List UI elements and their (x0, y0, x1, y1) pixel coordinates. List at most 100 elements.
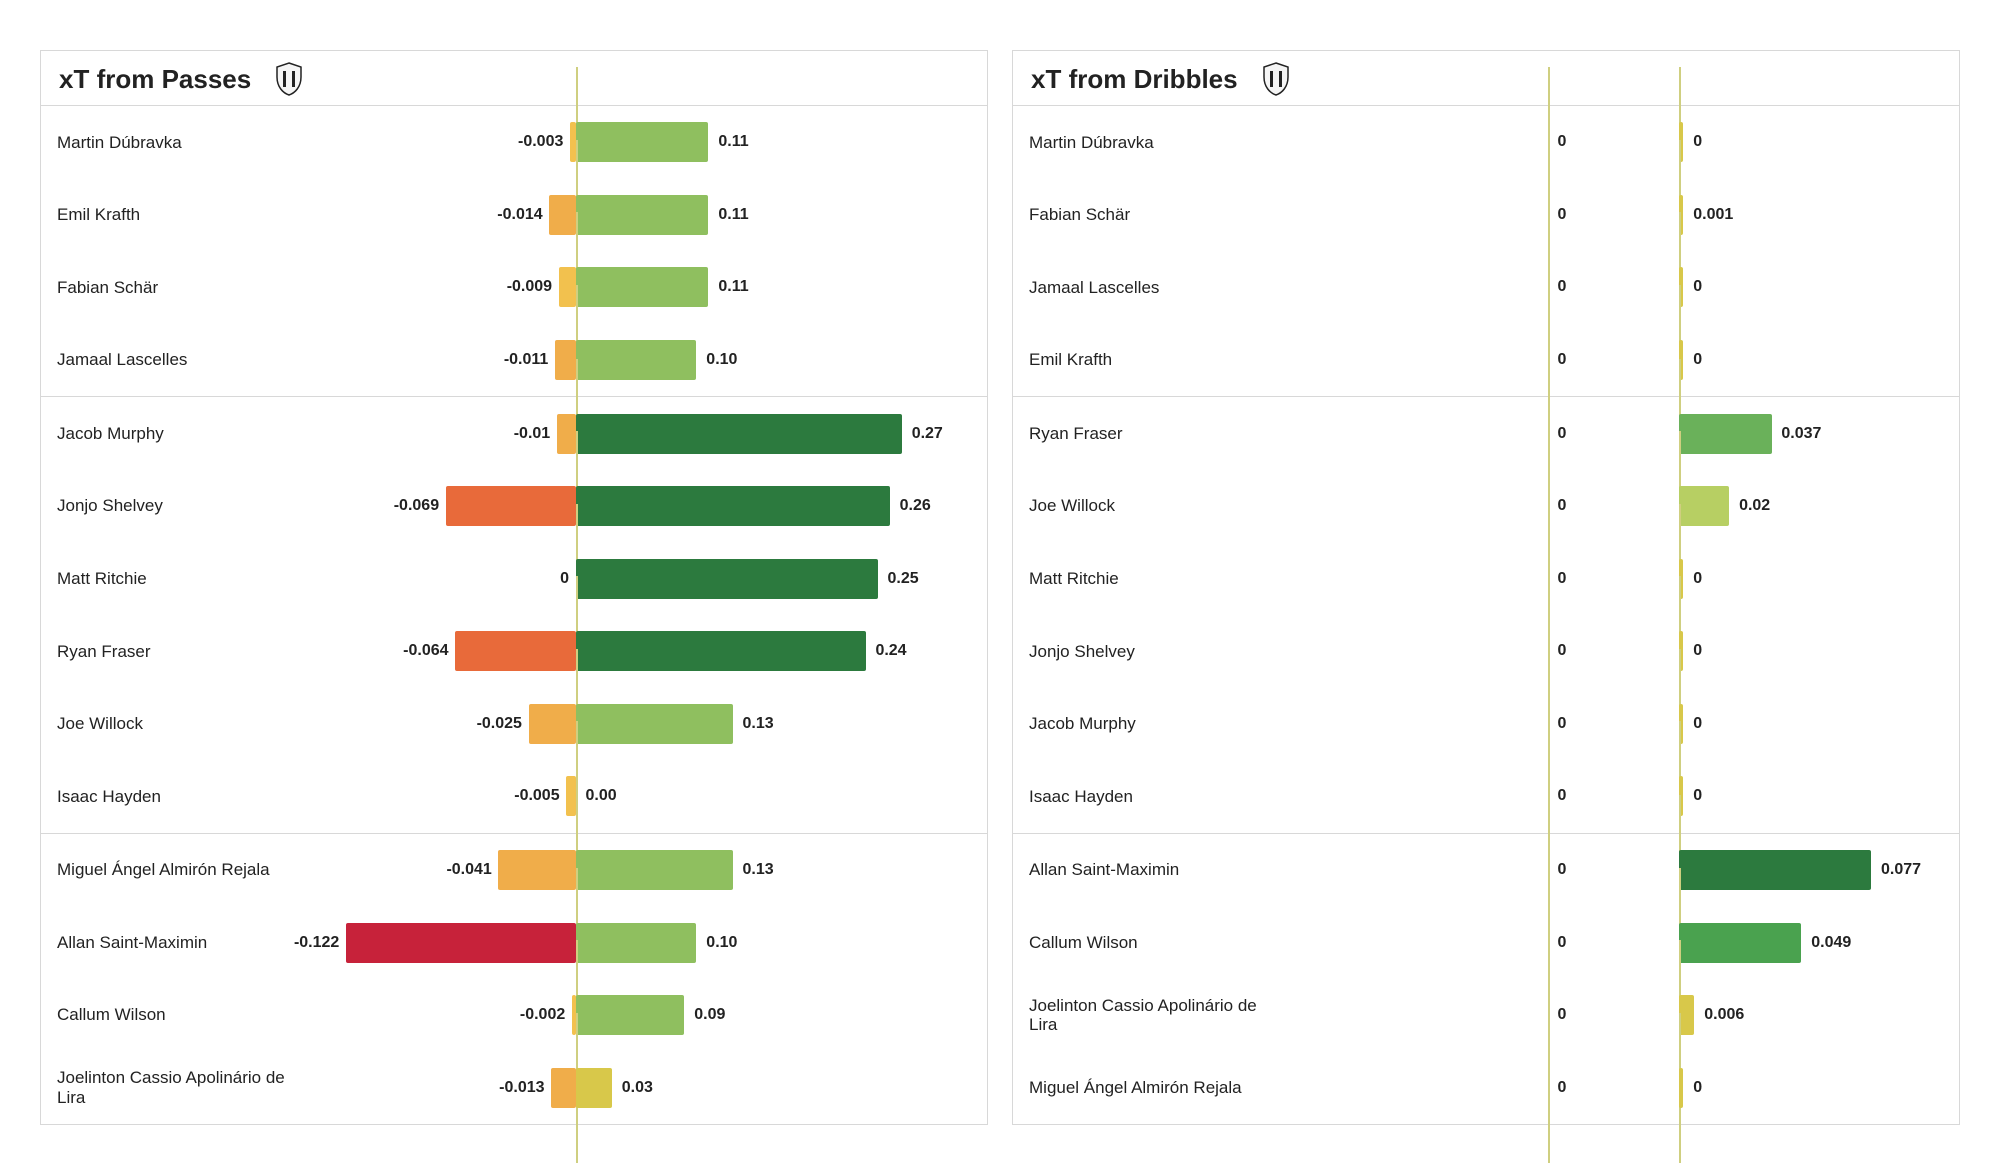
panel-passes: xT from Passes Martin Dúbravka-0.0030.11… (40, 50, 988, 1125)
player-name: Isaac Hayden (57, 787, 312, 807)
pos-value-label: 0.11 (718, 206, 748, 224)
player-name: Emil Krafth (1029, 350, 1284, 370)
player-name: Matt Ritchie (1029, 569, 1284, 589)
player-name: Jacob Murphy (1029, 714, 1284, 734)
neg-zero-label: 0 (1557, 787, 1566, 805)
pos-value-label: 0.03 (622, 1079, 653, 1097)
chart-area: -0.0110.10 (312, 335, 971, 385)
chart-area: -0.041 0.13 (312, 845, 971, 895)
chart-area: -0.014 0.11 (312, 190, 971, 240)
pos-value-label: 0.11 (718, 133, 748, 151)
pos-bar (1679, 995, 1694, 1035)
player-name: Jamaal Lascelles (57, 350, 312, 370)
chart-area: -0.0130.03 (312, 1063, 971, 1113)
neg-value-label: -0.011 (504, 351, 548, 369)
player-name: Joelinton Cassio Apolinário de Lira (1029, 996, 1284, 1035)
pos-bar (576, 340, 697, 380)
pos-value-label: 0.00 (585, 787, 616, 805)
pos-value-label: 0.077 (1881, 861, 1921, 879)
pos-value-label: 0 (1693, 351, 1702, 369)
pass-row: Allan Saint-Maximin-0.1220.10 (41, 906, 987, 979)
neg-bar (455, 631, 576, 671)
neg-zero-label: 0 (1557, 133, 1566, 151)
player-name: Martin Dúbravka (1029, 133, 1284, 153)
panel-dribbles: xT from Dribbles Martin Dúbravka00Fabian… (1012, 50, 1960, 1125)
chart-area: 00 (1284, 1063, 1943, 1113)
dribble-row: Miguel Ángel Almirón Rejala00 (1013, 1052, 1959, 1125)
neg-zero-label: 0 (1557, 278, 1566, 296)
dribble-row: Emil Krafth 0 0 (1013, 324, 1959, 397)
player-name: Jamaal Lascelles (1029, 278, 1284, 298)
pos-bar (1679, 414, 1771, 454)
pos-value-label: 0.24 (875, 642, 906, 660)
chart-area: -0.002 0.09 (312, 990, 971, 1040)
neg-value-label: -0.002 (520, 1006, 565, 1024)
neg-value-label: -0.069 (394, 497, 439, 515)
neg-value-label: -0.003 (518, 133, 563, 151)
pos-bar (1679, 850, 1871, 890)
pos-bar (1679, 486, 1729, 526)
neg-bar (446, 486, 576, 526)
team-logo-icon (271, 61, 307, 97)
dribble-row: Jacob Murphy00 (1013, 688, 1959, 761)
pos-value-label: 0.13 (743, 861, 774, 879)
pass-row: Miguel Ángel Almirón Rejala-0.0410.13 (41, 833, 987, 907)
player-name: Ryan Fraser (57, 642, 312, 662)
chart-area: -0.0250.13 (312, 699, 971, 749)
neg-zero-label: 0 (1557, 497, 1566, 515)
pos-value-label: 0.001 (1693, 206, 1733, 224)
pass-row: Martin Dúbravka -0.003 0.11 (41, 106, 987, 179)
dribbles-rows: Martin Dúbravka00Fabian Schär00.001Jamaa… (1013, 106, 1959, 1124)
chart-area: -0.1220.10 (312, 918, 971, 968)
zero-line (1548, 1013, 1550, 1163)
neg-value-label: -0.122 (294, 934, 339, 952)
neg-value-label: -0.064 (403, 642, 448, 660)
player-name: Joe Willock (1029, 496, 1284, 516)
neg-bar (346, 923, 576, 963)
chart-area: -0.0690.26 (312, 481, 971, 531)
neg-value-label: -0.01 (514, 425, 550, 443)
pos-value-label: 0.11 (718, 278, 748, 296)
pos-bar (576, 559, 878, 599)
chart-area: -0.010.27 (312, 409, 971, 459)
player-name: Callum Wilson (57, 1005, 312, 1025)
dribble-row: Callum Wilson00.049 (1013, 906, 1959, 979)
pass-row: Jamaal Lascelles-0.0110.10 (41, 324, 987, 397)
neg-value-label: -0.025 (477, 715, 522, 733)
neg-value-label: -0.014 (497, 206, 542, 224)
dribble-row: Jamaal Lascelles00 (1013, 251, 1959, 324)
dribble-row: Ryan Fraser00.037 (1013, 396, 1959, 470)
pos-bar (576, 704, 733, 744)
pos-bar (576, 1068, 612, 1108)
pass-row: Ryan Fraser -0.064 0.24 (41, 615, 987, 688)
panel-title: xT from Dribbles (1031, 64, 1238, 95)
dribble-row: Matt Ritchie00 (1013, 542, 1959, 615)
player-name: Martin Dúbravka (57, 133, 312, 153)
pos-value-label: 0 (1693, 642, 1702, 660)
pos-bar (576, 995, 685, 1035)
neg-value-label: -0.041 (446, 861, 491, 879)
player-name: Miguel Ángel Almirón Rejala (1029, 1078, 1284, 1098)
pos-value-label: 0.25 (888, 570, 919, 588)
player-name: Joe Willock (57, 714, 312, 734)
neg-bar (559, 267, 576, 307)
neg-value-label: -0.009 (507, 278, 552, 296)
player-name: Allan Saint-Maximin (1029, 860, 1284, 880)
dribble-row: Allan Saint-Maximin00.077 (1013, 833, 1959, 907)
pos-bar (576, 195, 709, 235)
pos-value-label: 0.02 (1739, 497, 1770, 515)
pos-value-label: 0 (1693, 1079, 1702, 1097)
pass-row: Joe Willock-0.0250.13 (41, 688, 987, 761)
neg-value-label: 0 (560, 570, 569, 588)
neg-zero-label: 0 (1557, 351, 1566, 369)
player-name: Ryan Fraser (1029, 424, 1284, 444)
pass-row: Jacob Murphy-0.010.27 (41, 396, 987, 470)
chart-area: -0.003 0.11 (312, 117, 971, 167)
player-name: Jacob Murphy (57, 424, 312, 444)
pos-value-label: 0 (1693, 715, 1702, 733)
player-name: Fabian Schär (57, 278, 312, 298)
pass-row: Fabian Schär -0.009 0.11 (41, 251, 987, 324)
pass-row: Callum Wilson -0.002 0.09 (41, 979, 987, 1052)
pos-value-label: 0.09 (694, 1006, 725, 1024)
pos-bar (576, 923, 697, 963)
